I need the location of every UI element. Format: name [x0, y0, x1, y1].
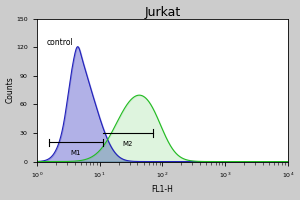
Y-axis label: Counts: Counts — [6, 77, 15, 103]
Text: M1: M1 — [71, 150, 81, 156]
Text: M2: M2 — [123, 141, 133, 147]
Text: control: control — [46, 38, 73, 47]
X-axis label: FL1-H: FL1-H — [152, 185, 173, 194]
Title: Jurkat: Jurkat — [144, 6, 181, 19]
